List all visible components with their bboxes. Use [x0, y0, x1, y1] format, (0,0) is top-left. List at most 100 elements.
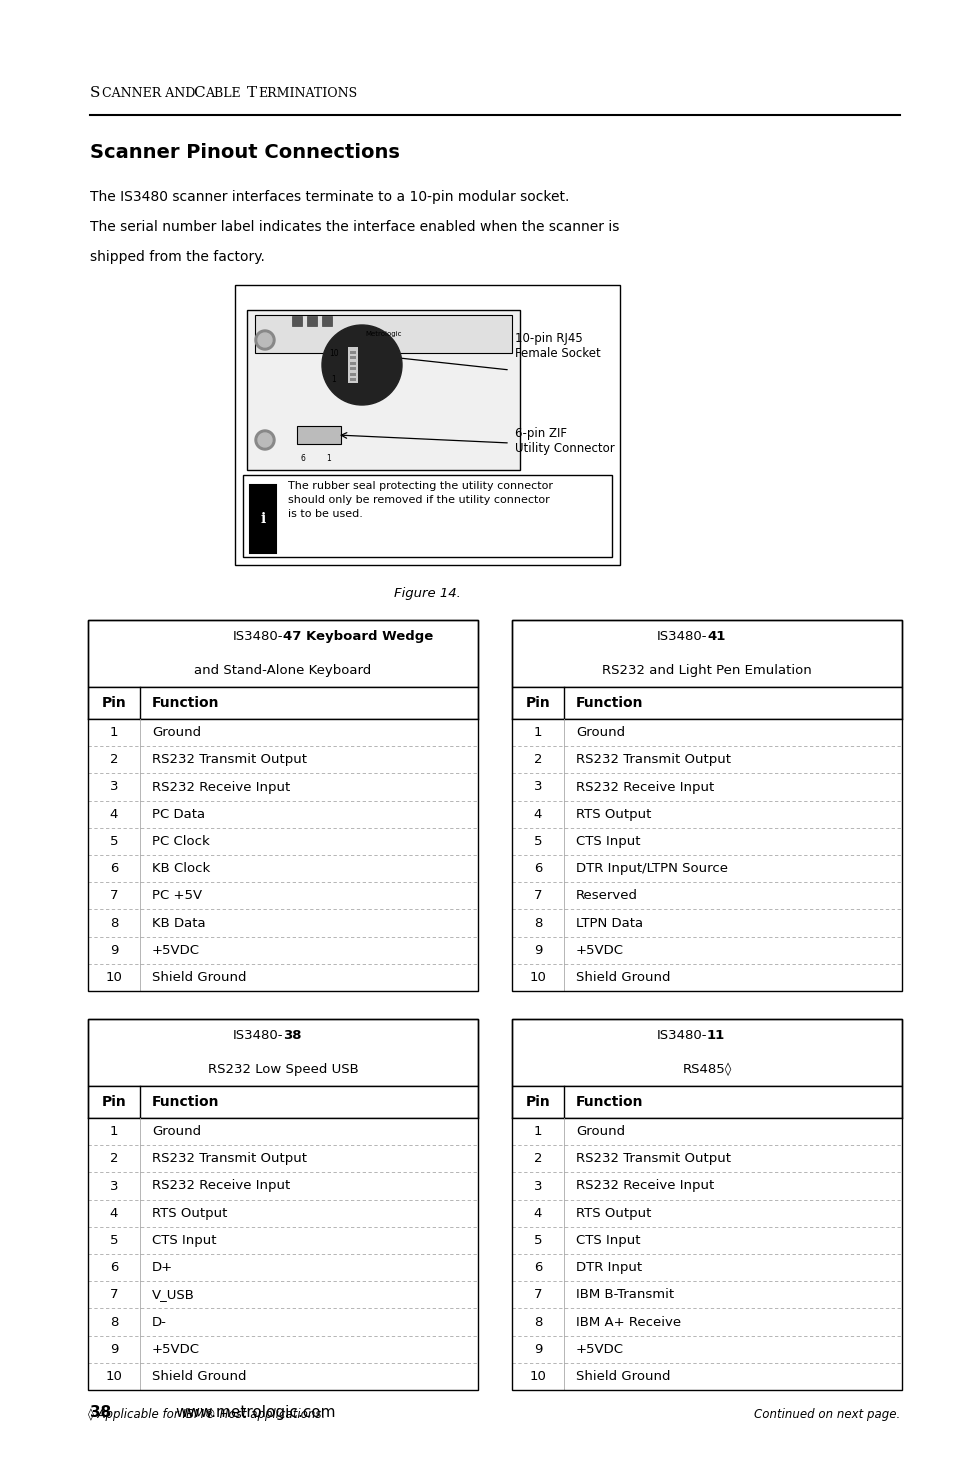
Circle shape: [257, 434, 272, 447]
Text: 7: 7: [110, 1288, 118, 1301]
Bar: [350, 355, 355, 358]
Text: 4: 4: [110, 808, 118, 820]
Text: i: i: [260, 512, 265, 527]
Text: IS3480-: IS3480-: [233, 630, 283, 643]
Text: ERMINATIONS: ERMINATIONS: [258, 87, 357, 100]
Bar: [88, 1173, 477, 1199]
Bar: [350, 367, 355, 370]
Text: 4: 4: [534, 808, 541, 820]
Text: 38: 38: [90, 1406, 112, 1420]
Text: 9: 9: [110, 944, 118, 957]
Text: The serial number label indicates the interface enabled when the scanner is: The serial number label indicates the in…: [90, 220, 618, 235]
Text: 41: 41: [706, 630, 724, 643]
Bar: [88, 882, 477, 910]
Circle shape: [339, 344, 384, 386]
Bar: [350, 361, 355, 364]
Text: 9: 9: [110, 1342, 118, 1356]
Text: Shield Ground: Shield Ground: [152, 971, 246, 984]
Text: Shield Ground: Shield Ground: [576, 1370, 670, 1384]
Text: 10-pin RJ45
Female Socket: 10-pin RJ45 Female Socket: [515, 332, 600, 360]
Bar: [512, 937, 901, 963]
Text: PC +5V: PC +5V: [152, 889, 202, 903]
Text: Pin: Pin: [102, 1094, 126, 1109]
Bar: [350, 351, 355, 354]
Circle shape: [332, 335, 392, 395]
Text: 10: 10: [529, 971, 546, 984]
Bar: [88, 937, 477, 963]
Text: IS3480-: IS3480-: [656, 1030, 706, 1043]
Text: RS232 Receive Input: RS232 Receive Input: [576, 1180, 714, 1192]
Bar: [88, 1363, 477, 1389]
Bar: [512, 827, 901, 856]
Text: PC Clock: PC Clock: [152, 835, 210, 848]
Text: RTS Output: RTS Output: [576, 808, 651, 820]
Text: shipped from the factory.: shipped from the factory.: [90, 249, 265, 264]
Bar: [512, 1282, 901, 1308]
Text: KB Data: KB Data: [152, 916, 206, 929]
Text: RS232 and Light Pen Emulation: RS232 and Light Pen Emulation: [601, 664, 811, 677]
Bar: [250, 485, 275, 553]
Text: 6: 6: [110, 861, 118, 875]
Text: IS3480-: IS3480-: [656, 630, 706, 643]
Bar: [88, 963, 477, 991]
Text: Ground: Ground: [152, 726, 201, 739]
Bar: [512, 801, 901, 827]
Text: RS232 Transmit Output: RS232 Transmit Output: [152, 1152, 307, 1165]
Text: 10: 10: [106, 1370, 122, 1384]
Text: 8: 8: [110, 1316, 118, 1329]
Bar: [88, 1227, 477, 1254]
Text: The IS3480 scanner interfaces terminate to a 10-pin modular socket.: The IS3480 scanner interfaces terminate …: [90, 190, 569, 204]
Bar: [88, 801, 477, 827]
Bar: [512, 1199, 901, 1227]
Text: 4: 4: [110, 1207, 118, 1220]
Text: 10: 10: [529, 1370, 546, 1384]
Text: 8: 8: [110, 916, 118, 929]
Text: IS3480-: IS3480-: [233, 1030, 283, 1043]
Text: ◊ Applicable for IBM® Host applications.: ◊ Applicable for IBM® Host applications.: [88, 1409, 325, 1420]
Text: 3: 3: [110, 780, 118, 794]
Text: 11: 11: [706, 1030, 724, 1043]
Bar: [234, 285, 619, 565]
Bar: [88, 620, 477, 991]
Text: +5VDC: +5VDC: [576, 944, 623, 957]
Bar: [512, 718, 901, 746]
Text: 1: 1: [533, 1125, 541, 1139]
Text: 7: 7: [533, 889, 541, 903]
Text: 5: 5: [533, 835, 541, 848]
Bar: [512, 963, 901, 991]
Text: 10: 10: [106, 971, 122, 984]
Text: 9: 9: [534, 944, 541, 957]
Text: RS232 Receive Input: RS232 Receive Input: [152, 1180, 290, 1192]
Text: 8: 8: [534, 916, 541, 929]
Text: 10: 10: [329, 348, 338, 357]
Bar: [512, 620, 901, 687]
Bar: [512, 1335, 901, 1363]
Bar: [88, 827, 477, 856]
Text: 1: 1: [533, 726, 541, 739]
Bar: [88, 1118, 477, 1145]
Text: Ground: Ground: [576, 726, 624, 739]
Text: Ground: Ground: [152, 1125, 201, 1139]
Circle shape: [326, 329, 397, 401]
Bar: [512, 910, 901, 937]
Text: 5: 5: [110, 1235, 118, 1246]
Text: D-: D-: [152, 1316, 167, 1329]
Bar: [348, 347, 357, 384]
Bar: [88, 910, 477, 937]
Text: Shield Ground: Shield Ground: [152, 1370, 246, 1384]
Text: 1: 1: [110, 726, 118, 739]
Text: Function: Function: [576, 1094, 643, 1109]
Bar: [350, 373, 355, 376]
Text: 2: 2: [110, 754, 118, 767]
Text: RS232 Low Speed USB: RS232 Low Speed USB: [208, 1063, 358, 1075]
Bar: [512, 1118, 901, 1145]
Bar: [512, 1308, 901, 1335]
Text: IBM B-Transmit: IBM B-Transmit: [576, 1288, 674, 1301]
Text: C: C: [193, 86, 205, 100]
Bar: [322, 316, 332, 326]
Text: Function: Function: [152, 696, 219, 709]
Text: 5: 5: [110, 835, 118, 848]
Text: RS232 Transmit Output: RS232 Transmit Output: [576, 1152, 730, 1165]
Bar: [88, 1308, 477, 1335]
Bar: [307, 316, 316, 326]
